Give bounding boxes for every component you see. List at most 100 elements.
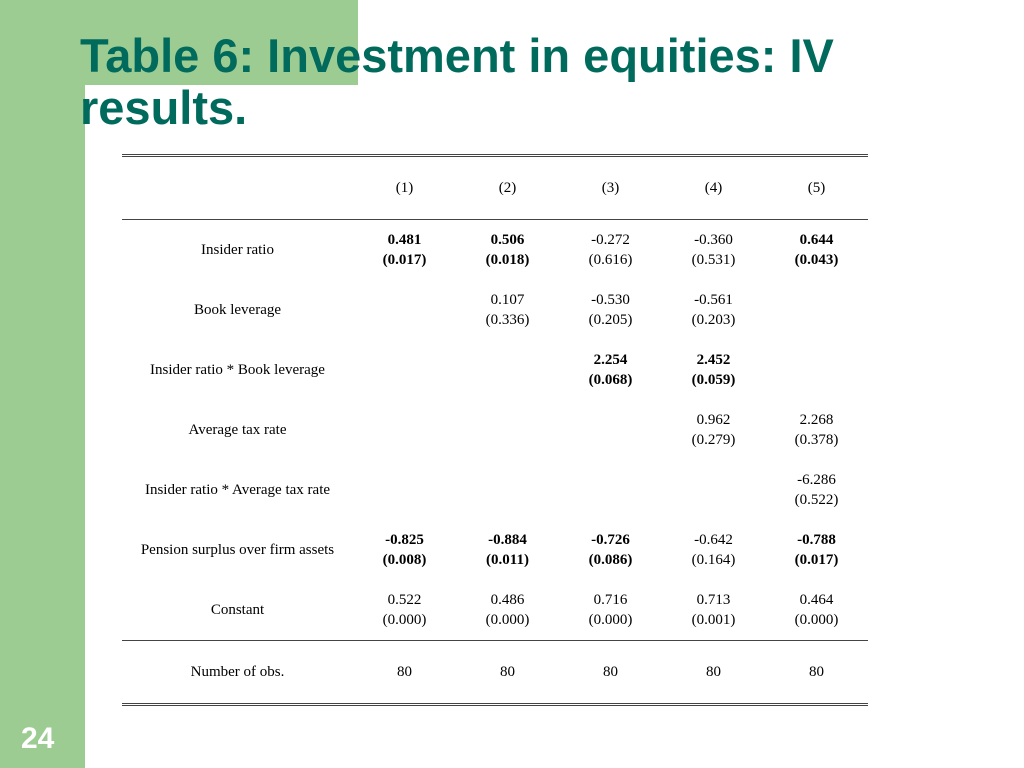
standard-error-value: (0.086) [588, 552, 633, 568]
standard-error-value: (0.522) [794, 492, 839, 508]
table-cell [456, 340, 559, 400]
coefficient-value: 2.452 [696, 352, 731, 368]
page-number: 24 [21, 722, 55, 755]
table-cell: 0.644 (0.043) [765, 220, 868, 281]
observations-label: Number of obs. [122, 640, 353, 706]
standard-error-value: (0.279) [691, 432, 736, 448]
left-accent-band [0, 0, 85, 768]
top-accent-band [0, 0, 358, 85]
coefficient-value: -0.272 [591, 232, 630, 248]
standard-error-value: (0.011) [486, 552, 529, 568]
table-cell [456, 400, 559, 460]
coefficient-value: -0.788 [797, 532, 836, 548]
column-header-2: (2) [456, 155, 559, 220]
table-cell [353, 460, 456, 520]
standard-error-value: (0.616) [588, 252, 633, 268]
standard-error-value: (0.017) [382, 252, 427, 268]
row-label: Insider ratio * Book leverage [150, 362, 325, 378]
coefficient-value: 0.522 [387, 592, 422, 608]
coefficient-value: -0.884 [488, 532, 527, 548]
observations-value: 80 [456, 640, 559, 706]
table-cell [456, 460, 559, 520]
row-label: Average tax rate [188, 422, 287, 438]
standard-error-value: (0.001) [691, 612, 736, 628]
standard-error-value: (0.059) [691, 372, 736, 388]
table-cell: -0.561 (0.203) [662, 280, 765, 340]
table-cell [559, 400, 662, 460]
standard-error-value: (0.000) [382, 612, 427, 628]
coefficient-value: -0.726 [591, 532, 630, 548]
table-cell: -6.286 (0.522) [765, 460, 868, 520]
row-label: Insider ratio * Average tax rate [144, 482, 331, 498]
table-cell [662, 460, 765, 520]
table-cell [559, 460, 662, 520]
table-cell: -0.360 (0.531) [662, 220, 765, 281]
row-label: Insider ratio [201, 242, 274, 258]
standard-error-value: (0.531) [691, 252, 736, 268]
table-cell [353, 280, 456, 340]
coefficient-value: 2.254 [593, 352, 628, 368]
row-label: Book leverage [193, 302, 282, 318]
table-cell: 0.107 (0.336) [456, 280, 559, 340]
table-cell: 0.962 (0.279) [662, 400, 765, 460]
coefficient-value: 2.268 [799, 412, 834, 428]
table-cell [765, 280, 868, 340]
coefficient-value: 0.486 [490, 592, 525, 608]
observations-row: Number of obs. 80 80 80 80 80 [122, 640, 868, 706]
table-row: Insider ratio * Book leverage 2.254 (0.068… [122, 340, 868, 400]
coefficient-value: 0.481 [387, 232, 422, 248]
coefficient-value: -0.360 [694, 232, 733, 248]
table-cell: 2.268 (0.378) [765, 400, 868, 460]
coefficient-value: -0.530 [591, 292, 630, 308]
column-header-3: (3) [559, 155, 662, 220]
observations-value: 80 [559, 640, 662, 706]
table-cell: -0.825 (0.008) [353, 520, 456, 580]
standard-error-value: (0.000) [588, 612, 633, 628]
observations-value: 80 [662, 640, 765, 706]
slide-title: Table 6: Investment in equities: IV resu… [80, 29, 834, 134]
table-cell [765, 340, 868, 400]
row-label: Constant [122, 580, 353, 641]
observations-value: 80 [765, 640, 868, 706]
table-row: Constant 0.522 (0.000) 0.486 (0.000) 0.716 (0.… [122, 580, 868, 641]
coefficient-value: -6.286 [797, 472, 836, 488]
observations-value: 80 [353, 640, 456, 706]
table-row: Average tax rate 0.962 (0.279) 2.268 (0.378) [122, 400, 868, 460]
results-table-container: (1) (2) (3) (4) (5) Insider ratio 0.481 (0… [122, 154, 868, 706]
table-cell: -0.884 (0.011) [456, 520, 559, 580]
standard-error-value: (0.203) [691, 312, 736, 328]
table-cell: 0.522 (0.000) [353, 580, 456, 641]
table-cell: 0.713 (0.001) [662, 580, 765, 641]
standard-error-value: (0.336) [485, 312, 530, 328]
table-cell: 0.464 (0.000) [765, 580, 868, 641]
table-row: Book leverage 0.107 (0.336) -0.530 (0.205) -0… [122, 280, 868, 340]
coefficient-value: 0.716 [593, 592, 628, 608]
table-cell: -0.272 (0.616) [559, 220, 662, 281]
coefficient-value: -0.561 [694, 292, 733, 308]
standard-error-value: (0.000) [485, 612, 530, 628]
table-cell: 0.481 (0.017) [353, 220, 456, 281]
results-table: (1) (2) (3) (4) (5) Insider ratio 0.481 (0… [122, 154, 868, 706]
header-label-cell [122, 155, 353, 220]
table-body: Insider ratio 0.481 (0.017) 0.506 (0.018) -0.… [122, 220, 868, 641]
coefficient-value: 0.464 [799, 592, 834, 608]
table-cell: -0.726 (0.086) [559, 520, 662, 580]
table-row: Pension surplus over firm assets -0.825 (0… [122, 520, 868, 580]
coefficient-value: -0.825 [385, 532, 424, 548]
coefficient-value: 0.644 [799, 232, 834, 248]
column-header-4: (4) [662, 155, 765, 220]
coefficient-value: 0.962 [696, 412, 731, 428]
standard-error-value: (0.378) [794, 432, 839, 448]
table-cell: -0.530 (0.205) [559, 280, 662, 340]
standard-error-value: (0.018) [485, 252, 530, 268]
table-cell: 0.506 (0.018) [456, 220, 559, 281]
column-header-1: (1) [353, 155, 456, 220]
standard-error-value: (0.000) [794, 612, 839, 628]
table-cell: 0.486 (0.000) [456, 580, 559, 641]
table-cell: -0.788 (0.017) [765, 520, 868, 580]
coefficient-value: 0.107 [490, 292, 525, 308]
table-cell [353, 340, 456, 400]
standard-error-value: (0.164) [691, 552, 736, 568]
standard-error-value: (0.068) [588, 372, 633, 388]
table-cell [353, 400, 456, 460]
